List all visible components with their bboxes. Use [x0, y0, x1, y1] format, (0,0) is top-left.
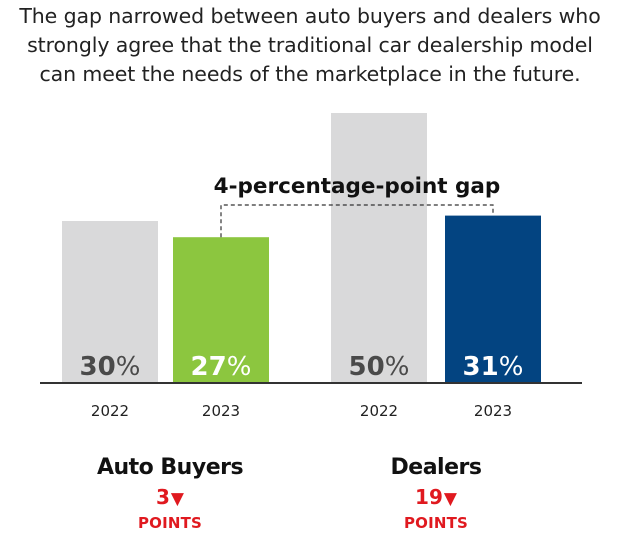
change-number: 19	[415, 485, 443, 509]
bar-auto-buyers-2023	[173, 237, 269, 383]
chart-title: The gap narrowed between auto buyers and…	[0, 2, 620, 89]
x-tick-label: 2023	[474, 402, 512, 420]
down-triangle-icon: ▼	[443, 489, 457, 509]
bar-value-label: 31%	[463, 352, 524, 382]
bar-dealers-2023	[445, 215, 541, 383]
x-tick-label: 2022	[360, 402, 398, 420]
group-summary-auto-buyers: Auto Buyers 3▼ POINTS	[70, 454, 270, 534]
group-name: Dealers	[390, 455, 482, 480]
change-units: POINTS	[403, 514, 469, 532]
gap-annotation-label: 4-percentage-point gap	[214, 174, 501, 199]
change-number: 3	[156, 485, 170, 509]
title-line-3: can meet the needs of the marketplace in…	[39, 62, 581, 86]
bars-layer: 30% 2022 27% 2023 50% 2022 31% 2023	[62, 113, 541, 420]
bar-value-label: 30%	[80, 352, 141, 382]
title-line-2: strongly agree that the traditional car …	[27, 33, 593, 57]
title-line-1: The gap narrowed between auto buyers and…	[19, 4, 601, 28]
gap-bracket-line	[220, 204, 494, 238]
change-value: 19▼	[336, 484, 536, 512]
x-tick-label: 2023	[202, 402, 240, 420]
group-summary-dealers: Dealers 19▼ POINTS	[336, 454, 536, 534]
bar-auto-buyers-2022	[62, 221, 158, 383]
bar-value-label: 50%	[349, 352, 410, 382]
group-name: Auto Buyers	[96, 455, 244, 480]
bar-value-label: 27%	[191, 352, 252, 382]
change-value: 3▼	[70, 484, 270, 512]
change-units: POINTS	[137, 514, 203, 532]
down-triangle-icon: ▼	[170, 489, 184, 509]
gap-annotation: 4-percentage-point gap	[214, 174, 501, 238]
bar-dealers-2022	[331, 113, 427, 383]
x-tick-label: 2022	[91, 402, 129, 420]
